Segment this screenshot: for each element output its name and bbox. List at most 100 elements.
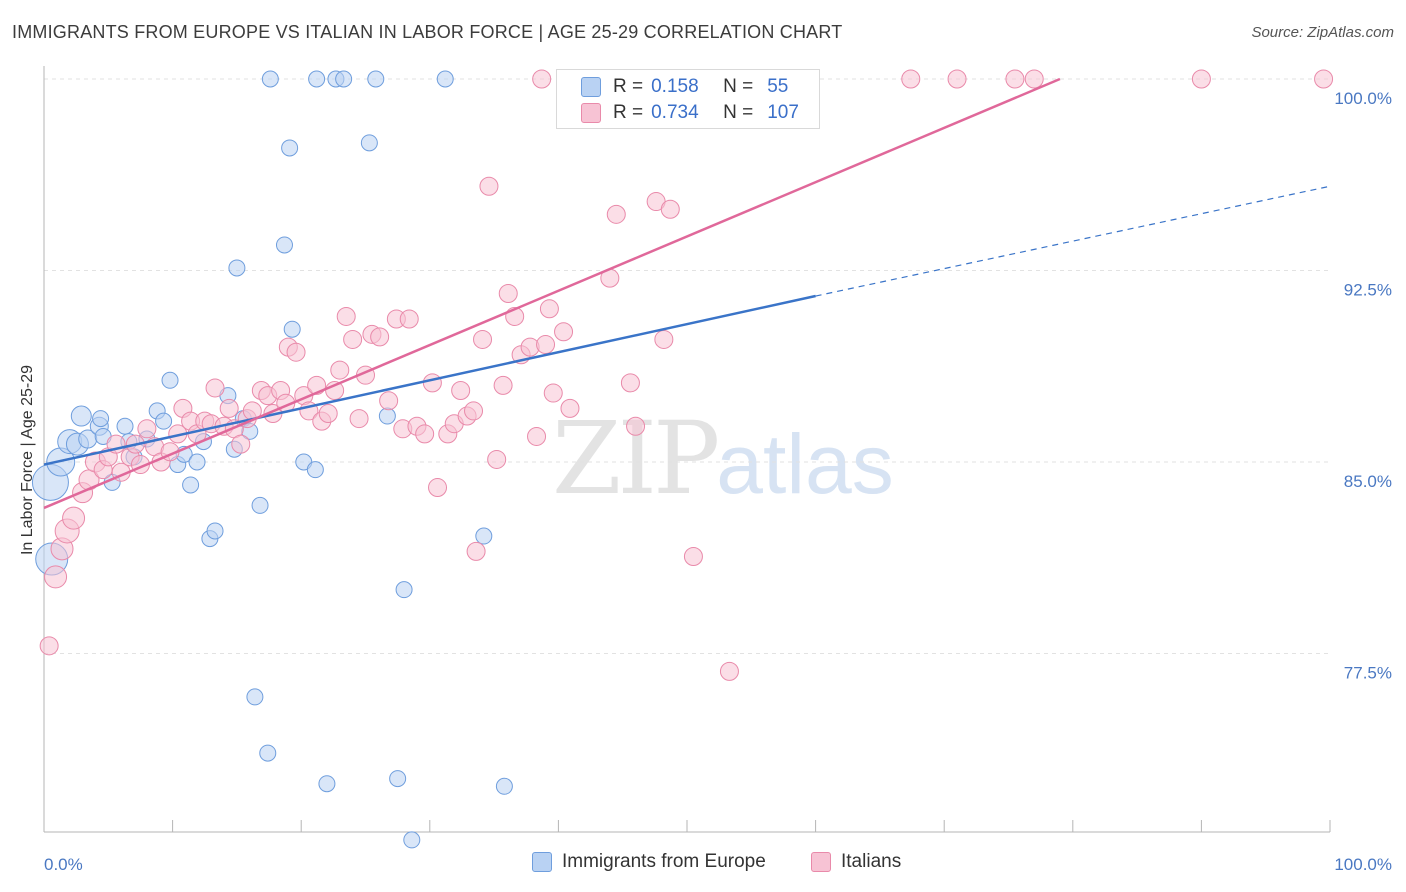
series-swatch-italians <box>811 852 831 872</box>
data-point-pink <box>231 434 251 454</box>
data-point-pink <box>498 283 518 303</box>
data-point-pink <box>487 449 507 469</box>
data-point-blue <box>206 522 224 540</box>
y-tick-label: 92.5% <box>1344 281 1392 300</box>
data-point-blue <box>308 70 326 88</box>
data-point-pink <box>39 636 59 656</box>
data-point-blue <box>378 407 396 425</box>
data-point-blue <box>403 831 421 849</box>
data-point-pink <box>370 327 390 347</box>
data-point-pink <box>336 306 356 326</box>
legend-swatch-blue <box>581 77 601 97</box>
data-point-pink <box>532 69 552 89</box>
trend-line-europe <box>43 294 816 466</box>
x-tick-label-max: 100.0% <box>1334 855 1392 874</box>
data-point-pink <box>205 378 225 398</box>
data-point-blue <box>261 70 279 88</box>
data-point-pink <box>399 309 419 329</box>
legend-n-label: N = <box>723 76 754 97</box>
legend-swatch-pink <box>581 103 601 123</box>
series-legend-label-europe: Immigrants from Europe <box>562 851 766 872</box>
data-point-pink <box>560 398 580 418</box>
data-point-pink <box>901 69 921 89</box>
data-point-pink <box>343 329 363 349</box>
data-point-pink <box>44 565 68 589</box>
data-point-pink <box>479 176 499 196</box>
y-axis-label: In Labor Force | Age 25-29 <box>19 364 36 556</box>
data-point-pink <box>349 409 369 429</box>
data-point-pink <box>554 322 574 342</box>
data-point-blue <box>116 417 134 435</box>
data-point-blue <box>283 320 301 338</box>
data-point-pink <box>719 661 739 681</box>
data-point-blue <box>306 461 324 479</box>
data-point-pink <box>137 419 157 439</box>
data-point-blue <box>360 134 378 152</box>
data-point-blue <box>161 371 179 389</box>
data-point-blue <box>92 410 110 428</box>
legend-n-value-italians: 107 <box>767 102 799 123</box>
trend-line-europe-extension <box>815 185 1331 297</box>
data-point-pink <box>947 69 967 89</box>
data-point-pink <box>1005 69 1025 89</box>
data-point-blue <box>335 70 353 88</box>
data-point-blue <box>182 476 200 494</box>
data-point-blue <box>228 259 246 277</box>
data-point-pink <box>451 381 471 401</box>
data-point-pink <box>330 360 350 380</box>
trend-line-italians <box>43 77 1061 510</box>
data-point-blue <box>275 236 293 254</box>
y-tick-label: 77.5% <box>1344 664 1392 683</box>
data-point-pink <box>379 391 399 411</box>
data-point-pink <box>219 398 239 418</box>
data-point-pink <box>62 506 86 530</box>
data-point-pink <box>1024 69 1044 89</box>
y-tick-label: 85.0% <box>1344 472 1392 491</box>
data-point-pink <box>415 424 435 444</box>
series-legend-item-europe[interactable]: Immigrants from Europe <box>532 851 766 873</box>
data-point-pink <box>466 541 486 561</box>
data-point-blue <box>70 405 92 427</box>
series-legend-label-italians: Italians <box>841 851 902 872</box>
data-point-blue <box>395 581 413 599</box>
data-point-pink <box>536 335 556 355</box>
data-point-pink <box>606 204 626 224</box>
watermark-atlas: atlas <box>716 417 894 511</box>
data-point-blue <box>155 412 173 430</box>
data-point-pink <box>286 342 306 362</box>
legend-n-label: N = <box>723 102 754 123</box>
data-point-pink <box>626 416 646 436</box>
data-point-pink <box>318 403 338 423</box>
legend-row-europe: R = 0.158 N = 55 <box>581 76 788 98</box>
legend-r-value-europe: 0.158 <box>651 76 699 97</box>
chart-title: IMMIGRANTS FROM EUROPE VS ITALIAN IN LAB… <box>12 22 843 42</box>
data-point-blue <box>246 688 264 706</box>
legend-row-italians: R = 0.734 N = 107 <box>581 102 799 124</box>
data-point-pink <box>539 299 559 319</box>
data-point-blue <box>251 496 269 514</box>
data-point-pink <box>620 373 640 393</box>
x-tick-label-min: 0.0% <box>44 855 83 874</box>
data-point-blue <box>389 770 407 788</box>
data-point-pink <box>464 401 484 421</box>
y-tick-label: 100.0% <box>1334 89 1392 108</box>
data-point-pink <box>683 546 703 566</box>
data-point-blue <box>259 744 277 762</box>
data-point-blue <box>495 777 513 795</box>
data-point-blue <box>436 70 454 88</box>
data-point-pink <box>428 478 448 498</box>
data-point-blue <box>188 453 206 471</box>
data-point-blue <box>318 775 336 793</box>
legend-n-value-europe: 55 <box>767 76 789 97</box>
series-legend: Immigrants from Europe Italians <box>0 851 1406 879</box>
data-point-pink <box>660 199 680 219</box>
legend-r-label: R = <box>613 76 644 97</box>
data-point-pink <box>473 329 493 349</box>
series-legend-item-italians[interactable]: Italians <box>811 851 901 873</box>
legend-r-label: R = <box>613 102 644 123</box>
data-point-blue <box>281 139 299 157</box>
legend-r-value-italians: 0.734 <box>651 102 699 123</box>
data-point-pink <box>543 383 563 403</box>
correlation-legend: R = 0.158 N = 55 R = 0.734 N = 107 <box>556 69 820 129</box>
